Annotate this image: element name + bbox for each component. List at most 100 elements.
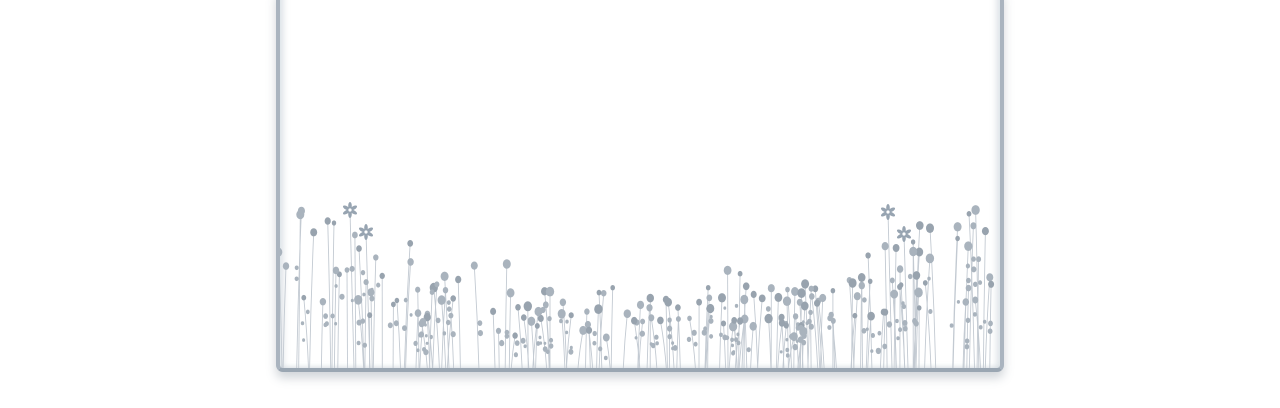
- flower-side-bud: [785, 353, 790, 358]
- flower-stem: [419, 321, 424, 368]
- flower-bud: [414, 309, 422, 317]
- flower-bud: [394, 297, 400, 304]
- flower-side-bud: [709, 334, 714, 339]
- flower-bud: [442, 287, 449, 294]
- flower-bud: [667, 317, 672, 323]
- flower-bud: [897, 283, 903, 290]
- flower-bud: [758, 294, 766, 303]
- flower-bud: [331, 220, 337, 226]
- flower-bud: [545, 286, 555, 297]
- flower-stem: [743, 299, 748, 368]
- flower-bud: [636, 300, 645, 310]
- flower-bud: [857, 273, 866, 282]
- flower-bud: [280, 248, 283, 257]
- flower-bud: [742, 282, 750, 291]
- flower-bud: [440, 271, 449, 281]
- flower-bud: [363, 279, 369, 286]
- flower-bud: [534, 323, 540, 329]
- flower-side-bud: [882, 343, 888, 350]
- flower-bud: [352, 231, 358, 239]
- flower-bud: [723, 265, 732, 275]
- flower-bud: [953, 222, 962, 232]
- flower-bud: [297, 206, 305, 216]
- flower-bud: [778, 313, 785, 321]
- flower-stem: [757, 298, 763, 368]
- flower-stem: [303, 297, 309, 368]
- flower-bud: [828, 311, 834, 319]
- flower-bud: [657, 316, 664, 325]
- flower-side-bud: [362, 342, 367, 348]
- flower-stem: [728, 326, 734, 368]
- flower-stem: [331, 222, 335, 368]
- flower-stem: [333, 270, 337, 368]
- flower-bud: [830, 317, 836, 324]
- flower-stem: [786, 301, 789, 368]
- flower-bud: [584, 308, 590, 315]
- flower-stem: [804, 283, 809, 368]
- flower-stem: [504, 263, 508, 368]
- flower-side-bud: [709, 314, 713, 319]
- flower-side-bud: [731, 343, 734, 348]
- flower-bud: [356, 245, 362, 252]
- flower-bud: [706, 294, 713, 302]
- flower-stem: [510, 335, 516, 368]
- flower-side-bud: [792, 343, 798, 351]
- flower-bud: [988, 280, 995, 288]
- flower-bud: [720, 320, 727, 327]
- flower-bud: [354, 295, 363, 305]
- flower-bud: [955, 235, 960, 242]
- flower-stem: [633, 320, 641, 368]
- flower-stem: [349, 209, 355, 368]
- flower-stem: [417, 289, 420, 368]
- flower-stem: [810, 312, 812, 368]
- flower-side-bud: [324, 321, 329, 327]
- flower-side-bud: [446, 300, 451, 305]
- flower-bud: [889, 277, 895, 284]
- flower-stem: [577, 330, 584, 368]
- flower-bud: [495, 327, 502, 334]
- flower-side-bud: [504, 329, 510, 335]
- flower-bud: [584, 320, 591, 329]
- flower-side-bud: [360, 318, 366, 324]
- flower-side-bud: [719, 332, 723, 337]
- flower-side-bud: [403, 297, 408, 303]
- flower-stem: [975, 209, 980, 368]
- flower-stem: [966, 288, 969, 368]
- flower-side-bud: [746, 347, 751, 353]
- flower-bud: [853, 292, 861, 301]
- flower-bud: [664, 297, 672, 307]
- flower-bud: [731, 317, 738, 324]
- flower-stem: [320, 301, 324, 368]
- flower-side-bud: [827, 325, 832, 330]
- flower-stem: [585, 311, 588, 368]
- flower-bud: [705, 285, 711, 291]
- flower-side-bud: [565, 319, 569, 324]
- flower-side-bud: [971, 266, 977, 273]
- flower-side-bud: [973, 281, 978, 287]
- flower-bud: [767, 284, 775, 293]
- flower-bud: [542, 301, 549, 309]
- flower-stem: [963, 246, 969, 368]
- flower-side-bud: [446, 306, 452, 312]
- flower-bud: [966, 211, 972, 217]
- flower-bud: [852, 312, 858, 319]
- flower-bud: [419, 318, 427, 326]
- flower-bud: [915, 247, 924, 257]
- flower-bud: [764, 313, 773, 324]
- flower-stem: [768, 318, 772, 368]
- flower-bud: [646, 293, 654, 303]
- flower-stem: [723, 323, 727, 368]
- flower-stem: [415, 313, 419, 368]
- flower-side-bud: [671, 341, 675, 345]
- flower-bud: [783, 322, 789, 329]
- flower-buds: [280, 205, 995, 361]
- flower-stem: [665, 299, 668, 368]
- flower-side-bud: [972, 312, 977, 317]
- flower-bud: [455, 275, 462, 284]
- flower-side-bud: [655, 341, 659, 346]
- flower-side-bud: [912, 318, 918, 324]
- flower-bud: [600, 290, 607, 297]
- flower-stem: [298, 214, 301, 368]
- flower-side-bud: [978, 280, 983, 285]
- star-flower: [342, 202, 358, 218]
